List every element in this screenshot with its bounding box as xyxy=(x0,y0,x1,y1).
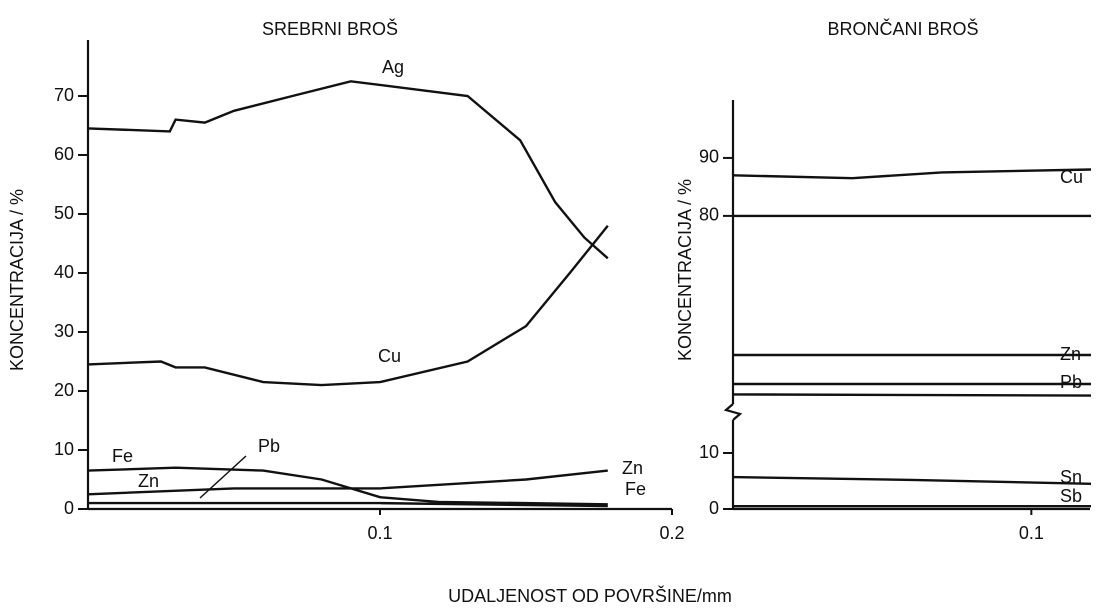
y-tick-label: 90 xyxy=(699,147,719,167)
label-pointer xyxy=(199,455,247,499)
chart-title: SREBRNI BROŠ xyxy=(262,18,398,39)
series-label: Fe xyxy=(112,446,133,466)
series-line xyxy=(88,501,608,508)
y-axis-label: KONCENTRACIJA / % xyxy=(7,189,27,371)
series-label: Pb xyxy=(258,436,280,456)
series-label: Zn xyxy=(622,458,643,478)
x-axis-label: UDALJENOST OD POVRŠINE/mm xyxy=(448,585,732,606)
series-label: Cu xyxy=(1060,167,1083,187)
chart-title: BRONČANI BROŠ xyxy=(827,18,978,39)
y-axis-label: KONCENTRACIJA / % xyxy=(675,179,695,361)
series-line xyxy=(87,469,608,496)
x-tick-label: 0.2 xyxy=(659,523,684,543)
series-line xyxy=(87,225,609,387)
x-tick-label: 0.1 xyxy=(367,523,392,543)
y-tick-label: 30 xyxy=(54,321,74,341)
series-label: Fe xyxy=(625,479,646,499)
x-tick-label: 0.1 xyxy=(1019,523,1044,543)
y-tick-label: 50 xyxy=(54,203,74,223)
series-line xyxy=(732,475,1092,485)
y-tick-label: 0 xyxy=(64,498,74,518)
series-label: Ag xyxy=(382,57,404,77)
series-line xyxy=(87,80,609,260)
y-tick-label: 10 xyxy=(699,442,719,462)
y-tick-label: 80 xyxy=(699,205,719,225)
series-line xyxy=(732,168,1092,180)
y-tick-label: 40 xyxy=(54,262,74,282)
series-label: Zn xyxy=(1060,344,1081,364)
series-label: Sb xyxy=(1060,486,1082,506)
y-tick-label: 60 xyxy=(54,144,74,164)
series-label: Zn xyxy=(138,471,159,491)
series-line xyxy=(87,466,608,506)
series-label: Cu xyxy=(378,346,401,366)
series-label: Pb xyxy=(1060,372,1082,392)
y-tick-label: 20 xyxy=(54,380,74,400)
series-label: Sn xyxy=(1060,467,1082,487)
axis-break xyxy=(723,403,743,421)
y-tick-label: 70 xyxy=(54,85,74,105)
y-tick-label: 0 xyxy=(709,498,719,518)
y-tick-label: 10 xyxy=(54,439,74,459)
series-line xyxy=(732,393,1092,397)
